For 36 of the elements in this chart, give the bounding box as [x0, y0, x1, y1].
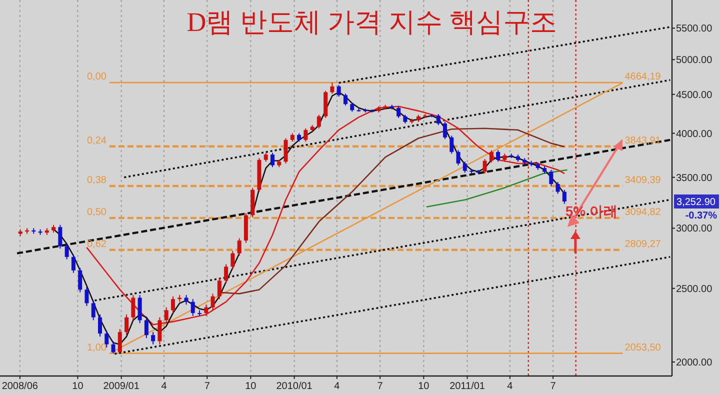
x-tick-label: 2011/01 [450, 381, 486, 392]
x-tick-label: 10 [418, 381, 430, 392]
annotation: 0,24 [87, 135, 107, 146]
text: 3,252.90 [676, 196, 716, 208]
x-tick-label: 10 [72, 381, 84, 392]
y-tick-label: 2500.00 [676, 284, 713, 295]
annotation: 2053,50 [624, 342, 662, 354]
y-tick-label: 4500.00 [676, 90, 713, 101]
x-tick-label: 4 [334, 381, 340, 392]
annotation: 3094,82 [624, 206, 662, 218]
x-tick-label: 10 [245, 381, 257, 392]
y-tick-label: 3000.00 [676, 224, 713, 235]
annotation: 2809,27 [624, 238, 662, 250]
annotation: 0,50 [87, 206, 107, 218]
annotation: 3843,91 [624, 135, 662, 146]
annotation: 0,00 [87, 72, 107, 83]
y-tick-label: 2000.00 [676, 358, 713, 369]
x-tick-label: 7 [377, 381, 384, 392]
x-tick-label: 7 [204, 381, 210, 392]
annotation: 0,38 [87, 174, 107, 186]
chart-title: D램 반도체 가격 지수 핵심구조 [186, 7, 558, 37]
x-tick-label: 2008/06 [2, 381, 38, 392]
y-tick-label: 3500.00 [676, 172, 713, 184]
text: -0.37% [685, 210, 718, 222]
annotation: 0,62 [87, 238, 107, 250]
y-tick-label: 5000.00 [676, 55, 713, 66]
x-tick-label: 4 [507, 381, 514, 392]
annotation: 1,00 [87, 342, 107, 354]
y-tick-label: 4000.00 [676, 128, 713, 140]
x-tick-label: 2010/01 [276, 381, 313, 392]
x-tick-label: 2009/01 [103, 381, 140, 392]
y-tick-label: 5500.00 [676, 24, 713, 35]
annotation: 4664,19 [624, 72, 662, 83]
x-tick-label: 4 [161, 381, 168, 392]
annotation: 3409,39 [624, 174, 662, 186]
x-tick-label: 7 [550, 381, 556, 392]
